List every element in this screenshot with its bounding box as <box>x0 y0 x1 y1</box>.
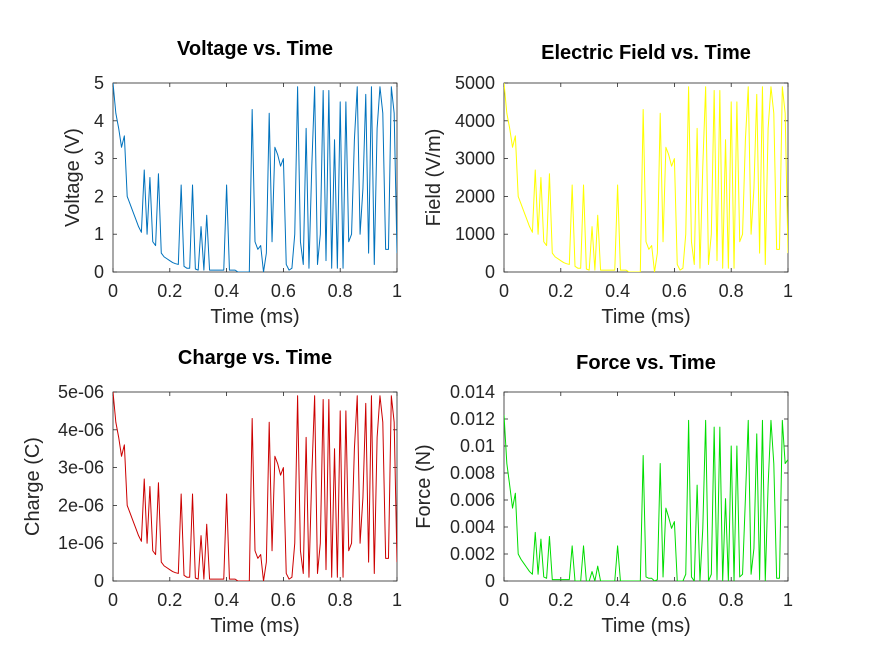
voltage-y-tick-label: 2 <box>94 186 104 206</box>
voltage-x-tick-label: 0.2 <box>157 281 182 301</box>
charge-y-tick-label: 1e-06 <box>58 533 104 553</box>
field-x-tick-label: 0.8 <box>719 281 744 301</box>
charge-y-tick-label: 5e-06 <box>58 382 104 402</box>
force-x-tick-label: 0.6 <box>662 590 687 610</box>
force-y-tick-label: 0.01 <box>460 436 495 456</box>
force-chart: Force vs. Time 0 0.2 0.4 0.6 0.8 1 0 0.002 0.004 0… <box>413 352 793 637</box>
force-series-line <box>504 414 788 581</box>
charge-x-axis-label: Time (ms) <box>210 615 299 637</box>
voltage-y-axis-label: Voltage (V) <box>62 128 84 227</box>
field-y-tick-label: 0 <box>485 262 495 282</box>
charge-x-tick-label: 0 <box>108 590 118 610</box>
field-y-tick-label: 1000 <box>455 224 495 244</box>
voltage-y-tick-label: 3 <box>94 149 104 169</box>
charge-y-tick-label: 3e-06 <box>58 458 104 478</box>
force-plot-area <box>503 391 789 582</box>
force-x-axis-label: Time (ms) <box>601 615 690 637</box>
voltage-x-tick-label: 0.8 <box>328 281 353 301</box>
charge-x-tick-label: 0.2 <box>157 590 182 610</box>
field-y-axis-label: Field (V/m) <box>423 129 445 227</box>
field-chart: Electric Field vs. Time 0 0.2 0.4 0.6 0.8 1 0 10… <box>423 42 793 328</box>
voltage-chart: Voltage vs. Time 0 0.2 0.4 0.6 0.8 1 0 1 2 3 4 5 Time… <box>62 38 402 328</box>
force-y-tick-label: 0 <box>485 571 495 591</box>
charge-chart-title: Charge vs. Time <box>178 347 332 369</box>
charge-y-axis-label: Charge (C) <box>22 437 44 536</box>
force-y-tick-label: 0.014 <box>450 382 495 402</box>
voltage-y-tick-label: 0 <box>94 262 104 282</box>
charge-series-line <box>113 392 397 581</box>
force-y-tick-label: 0.006 <box>450 490 495 510</box>
voltage-x-axis-label: Time (ms) <box>210 306 299 328</box>
charge-y-tick-label: 2e-06 <box>58 495 104 515</box>
voltage-y-tick-label: 5 <box>94 73 104 93</box>
field-series-line <box>504 83 788 272</box>
voltage-series-line <box>113 83 397 272</box>
field-x-tick-label: 0.4 <box>605 281 630 301</box>
field-y-tick-label: 2000 <box>455 186 495 206</box>
force-x-tick-label: 0.4 <box>605 590 630 610</box>
field-y-tick-label: 5000 <box>455 73 495 93</box>
field-y-tick-label: 4000 <box>455 111 495 131</box>
charge-x-tick-label: 1 <box>392 590 402 610</box>
voltage-x-tick-label: 0.6 <box>271 281 296 301</box>
field-x-tick-label: 0 <box>499 281 509 301</box>
force-y-tick-label: 0.002 <box>450 544 495 564</box>
force-x-tick-label: 0.8 <box>719 590 744 610</box>
charge-y-tick-label: 0 <box>94 571 104 591</box>
voltage-x-tick-label: 1 <box>392 281 402 301</box>
field-x-tick-label: 1 <box>783 281 793 301</box>
charge-x-tick-label: 0.6 <box>271 590 296 610</box>
voltage-chart-title: Voltage vs. Time <box>177 38 333 60</box>
field-x-axis-label: Time (ms) <box>601 306 690 328</box>
field-x-tick-label: 0.6 <box>662 281 687 301</box>
voltage-x-tick-label: 0.4 <box>214 281 239 301</box>
force-x-tick-label: 0.2 <box>548 590 573 610</box>
field-x-tick-label: 0.2 <box>548 281 573 301</box>
voltage-y-tick-label: 1 <box>94 224 104 244</box>
field-chart-title: Electric Field vs. Time <box>541 42 751 64</box>
voltage-x-tick-label: 0 <box>108 281 118 301</box>
force-x-tick-label: 1 <box>783 590 793 610</box>
force-y-tick-label: 0.004 <box>450 517 495 537</box>
force-y-tick-label: 0.008 <box>450 463 495 483</box>
charge-chart: Charge vs. Time 0 0.2 0.4 0.6 0.8 1 0 1e-06 2e-06… <box>22 347 402 637</box>
charge-y-tick-label: 4e-06 <box>58 420 104 440</box>
force-x-tick-label: 0 <box>499 590 509 610</box>
force-chart-title: Force vs. Time <box>576 352 716 374</box>
force-y-tick-label: 0.012 <box>450 409 495 429</box>
charge-x-tick-label: 0.4 <box>214 590 239 610</box>
field-y-tick-label: 3000 <box>455 149 495 169</box>
voltage-y-tick-label: 4 <box>94 111 104 131</box>
charge-x-tick-label: 0.8 <box>328 590 353 610</box>
force-y-axis-label: Force (N) <box>413 444 435 528</box>
